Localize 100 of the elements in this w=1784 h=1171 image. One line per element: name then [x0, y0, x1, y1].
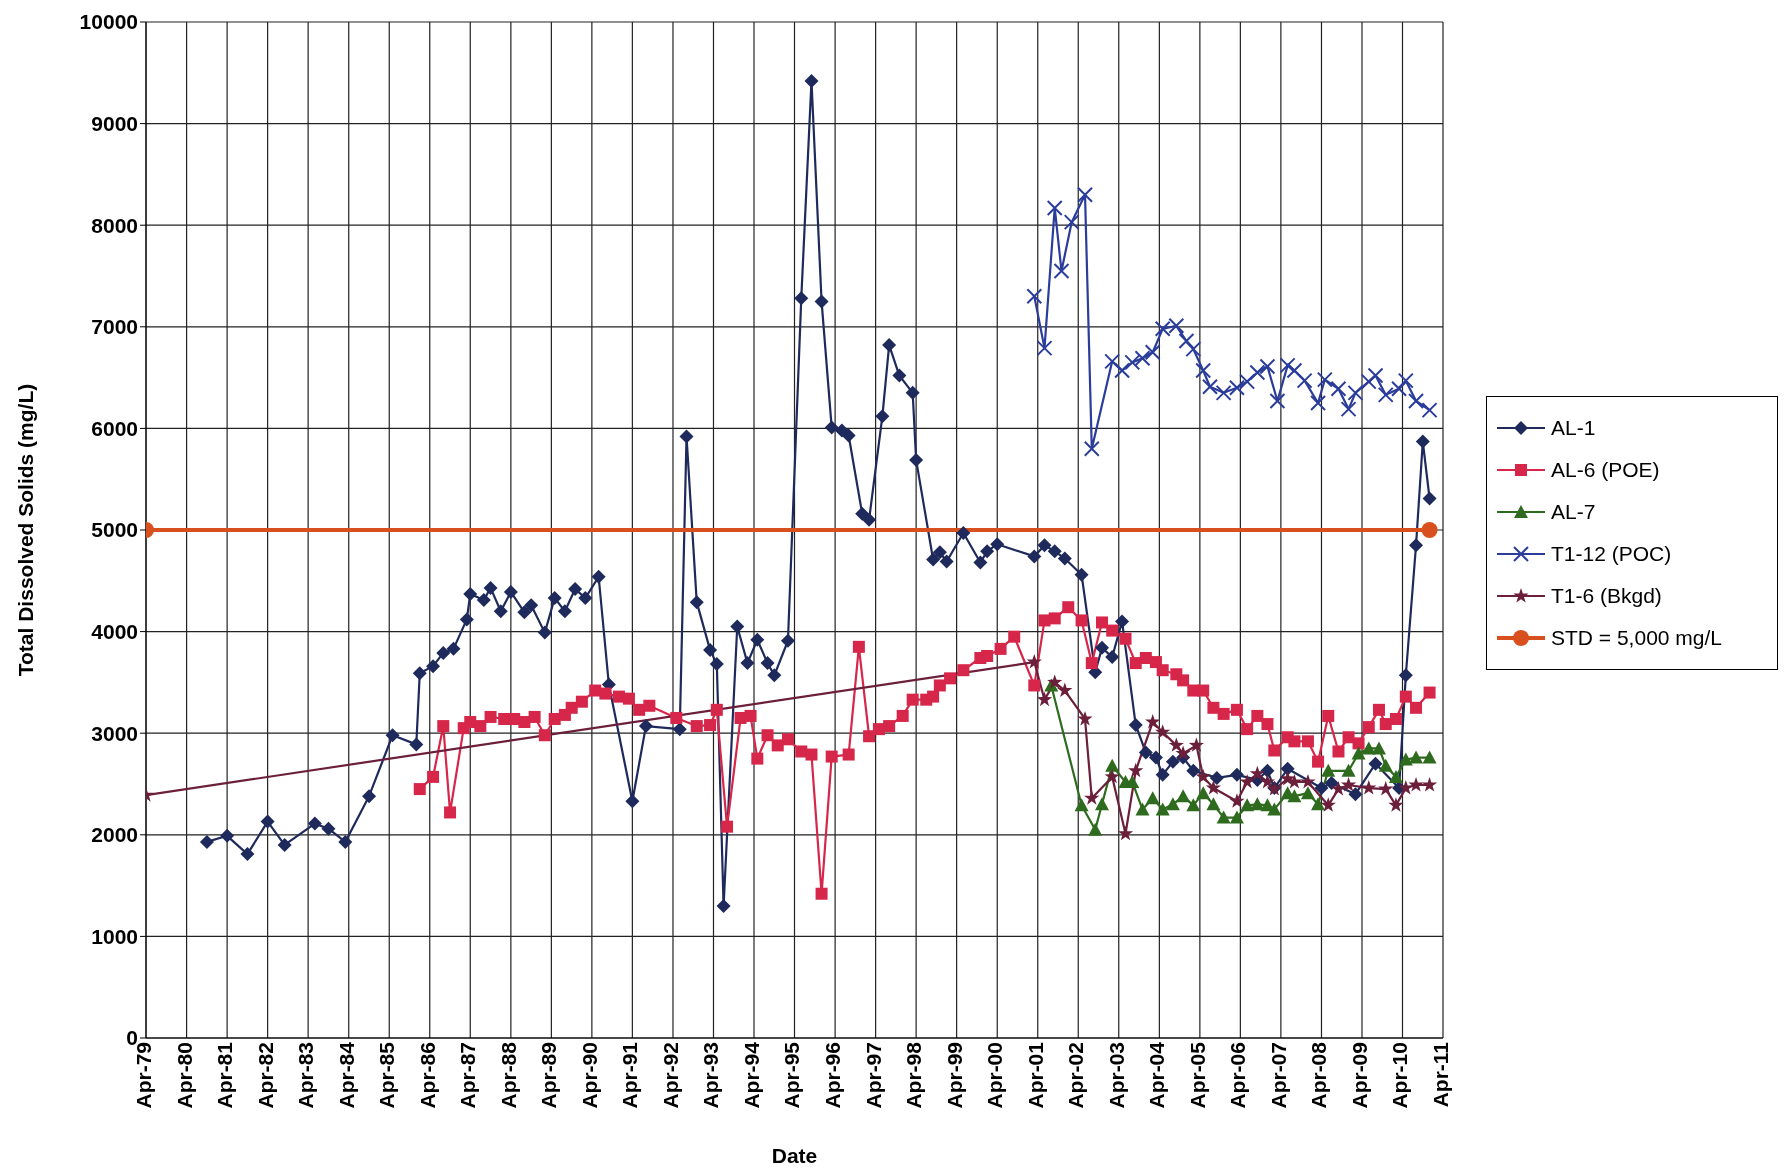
point	[1134, 350, 1151, 367]
point	[1201, 378, 1218, 395]
point	[1388, 769, 1403, 783]
point	[1377, 386, 1394, 403]
point	[1155, 724, 1171, 739]
point	[1215, 384, 1232, 401]
x-tick-label: Apr-00	[983, 1042, 1007, 1109]
point	[1026, 654, 1042, 669]
point	[1361, 780, 1377, 795]
point	[1168, 737, 1184, 752]
point	[1124, 354, 1141, 371]
point	[1077, 710, 1093, 726]
point	[1114, 362, 1131, 379]
point	[1296, 372, 1313, 389]
point	[1063, 214, 1080, 231]
point	[1398, 752, 1413, 766]
point	[1421, 777, 1438, 792]
point	[1135, 802, 1150, 816]
point	[1117, 825, 1134, 841]
point	[1165, 797, 1180, 811]
point	[1145, 714, 1161, 729]
point	[1240, 798, 1255, 812]
y-tick-label: 1000	[91, 924, 138, 948]
point	[1195, 768, 1211, 784]
point	[1340, 401, 1357, 418]
point	[1279, 357, 1296, 374]
x-tick-label: Apr-11	[1428, 1041, 1452, 1108]
point	[1259, 773, 1276, 789]
point	[1128, 762, 1144, 778]
point	[1053, 262, 1070, 279]
point	[1105, 758, 1120, 772]
point	[1351, 746, 1366, 760]
x-tick-label: Apr-84	[334, 1041, 358, 1109]
point	[1047, 674, 1063, 689]
point	[1371, 741, 1386, 755]
point	[1077, 186, 1094, 203]
x-tick-label: Apr-89	[537, 1042, 561, 1109]
point	[1206, 797, 1221, 811]
x-tick-label: Apr-91	[618, 1041, 642, 1109]
x-tick-label: Apr-98	[902, 1041, 926, 1109]
legend-label: AL-7	[1551, 500, 1596, 524]
point	[1083, 440, 1100, 457]
legend-label: AL-1	[1551, 416, 1596, 440]
point	[1398, 780, 1414, 795]
point	[1340, 777, 1357, 792]
point	[1185, 341, 1202, 358]
legend-label: T1-6 (Bkgd)	[1551, 584, 1662, 608]
point	[1321, 763, 1336, 777]
x-tick-label: Apr-87	[456, 1042, 480, 1109]
point	[1259, 358, 1276, 375]
x-tick-label: Apr-85	[375, 1041, 399, 1109]
x-tick-label: Apr-06	[1226, 1042, 1250, 1109]
x-tick-label: Apr-04	[1145, 1041, 1169, 1109]
legend-label: AL-6 (POE)	[1551, 458, 1660, 482]
x-tick-label: Apr-83	[294, 1042, 318, 1109]
x-tick-label: Apr-80	[172, 1042, 196, 1109]
legend-label: STD = 5,000 mg/L	[1551, 626, 1723, 650]
point	[1408, 392, 1425, 409]
point	[1422, 750, 1437, 764]
point	[1239, 373, 1256, 390]
x-tick-label: Apr-82	[253, 1042, 277, 1109]
point	[1144, 344, 1161, 361]
point	[1267, 802, 1282, 816]
x-tick-label: Apr-94	[739, 1041, 763, 1109]
point	[1249, 364, 1266, 381]
point	[1104, 353, 1121, 370]
point	[1250, 797, 1265, 811]
y-tick-label: 8000	[91, 213, 138, 237]
x-tick-label: Apr-99	[942, 1042, 966, 1109]
point	[1239, 773, 1255, 789]
point	[1175, 745, 1191, 760]
y-tick-label: 6000	[91, 416, 138, 440]
x-tick-label: Apr-88	[496, 1041, 520, 1109]
y-tick-label: 7000	[91, 315, 138, 339]
point	[1178, 333, 1195, 350]
x-tick-label: Apr-96	[821, 1042, 845, 1109]
point	[1316, 371, 1333, 388]
point	[1057, 682, 1073, 697]
point	[1391, 380, 1408, 397]
y-tick-label: 4000	[91, 620, 138, 644]
x-tick-label: Apr-97	[861, 1042, 885, 1109]
point	[1409, 750, 1424, 764]
point	[1360, 373, 1377, 390]
point	[1300, 786, 1315, 800]
x-tick-label: Apr-10	[1388, 1042, 1412, 1109]
point	[1074, 798, 1089, 812]
point	[1367, 367, 1384, 384]
y-tick-label: 10000	[79, 10, 138, 34]
point	[1229, 810, 1244, 824]
point	[1287, 789, 1302, 803]
y-axis-title: Total Dissolved Solids (mg/L)	[14, 383, 38, 677]
point	[1188, 737, 1205, 752]
x-tick-label: Apr-92	[658, 1042, 682, 1109]
y-tick-label: 3000	[91, 721, 138, 745]
x-tick-label: Apr-05	[1185, 1041, 1209, 1109]
x-axis-title: Date	[771, 1144, 818, 1167]
point	[1388, 797, 1404, 812]
point	[1378, 781, 1394, 796]
y-tick-label: 5000	[91, 518, 138, 542]
point	[1286, 362, 1303, 379]
